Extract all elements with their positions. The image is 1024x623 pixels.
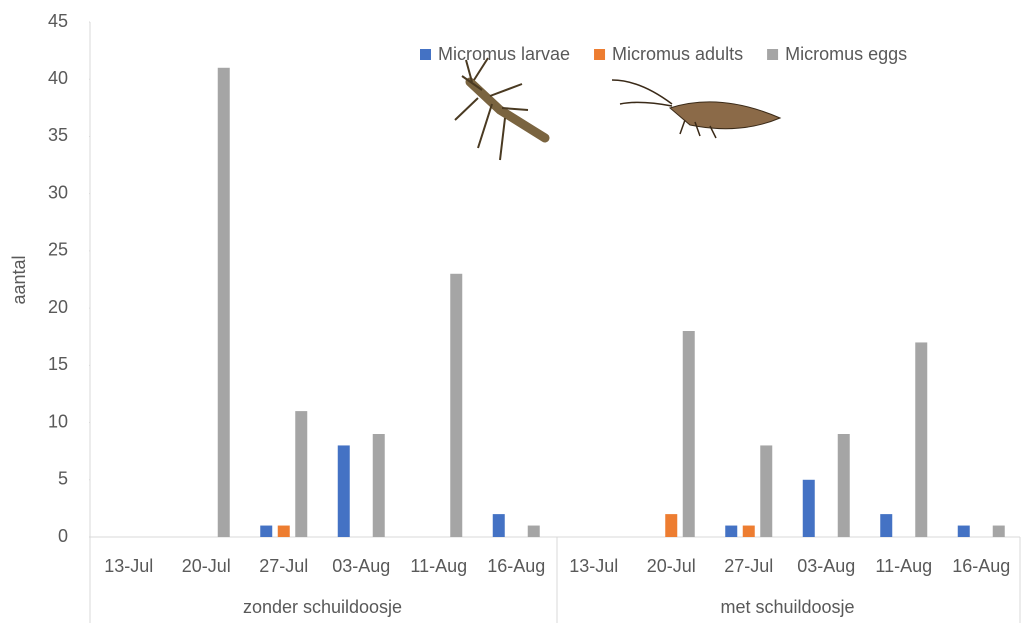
bar	[528, 526, 540, 537]
bar	[725, 526, 737, 537]
y-tick-label: 30	[48, 182, 68, 202]
bar	[450, 274, 462, 537]
y-tick-label: 15	[48, 354, 68, 374]
x-tick-label: 13-Jul	[104, 556, 153, 576]
y-tick-label: 40	[48, 68, 68, 88]
x-tick-label: 13-Jul	[569, 556, 618, 576]
bar	[683, 331, 695, 537]
x-tick-label: 27-Jul	[259, 556, 308, 576]
x-tick-label: 16-Aug	[487, 556, 545, 576]
bar	[493, 514, 505, 537]
group-label: zonder schuildoosje	[243, 597, 402, 617]
bar	[260, 526, 272, 537]
x-tick-label: 03-Aug	[797, 556, 855, 576]
legend-swatch	[420, 49, 431, 60]
bar	[915, 342, 927, 537]
y-tick-label: 0	[58, 526, 68, 546]
bar	[743, 526, 755, 537]
bar	[958, 526, 970, 537]
legend-label: Micromus adults	[612, 44, 743, 64]
bar	[665, 514, 677, 537]
bar	[760, 445, 772, 537]
y-tick-label: 45	[48, 11, 68, 31]
x-tick-label: 03-Aug	[332, 556, 390, 576]
bar	[803, 480, 815, 537]
adult-illustration	[612, 80, 780, 138]
legend-swatch	[594, 49, 605, 60]
x-tick-label: 20-Jul	[647, 556, 696, 576]
x-tick-label: 11-Aug	[875, 556, 932, 576]
y-tick-label: 25	[48, 240, 68, 260]
bar	[218, 68, 230, 537]
x-tick-label: 27-Jul	[724, 556, 773, 576]
legend-label: Micromus larvae	[438, 44, 570, 64]
chart: aantal 0 5 10 15 20 25 30 35 40 45 13-Jul 20-Jul 27-…	[0, 0, 1024, 623]
larva-illustration	[455, 58, 545, 160]
y-tick-label: 35	[48, 125, 68, 145]
y-axis-title: aantal	[9, 255, 29, 304]
bar	[295, 411, 307, 537]
x-tick-label: 20-Jul	[182, 556, 231, 576]
bar	[338, 445, 350, 537]
y-tick-label: 20	[48, 297, 68, 317]
x-tick-label: 11-Aug	[410, 556, 467, 576]
bar	[278, 526, 290, 537]
legend-label: Micromus eggs	[785, 44, 907, 64]
x-tick-label: 16-Aug	[952, 556, 1010, 576]
bar	[838, 434, 850, 537]
y-tick-label: 10	[48, 411, 68, 431]
bar	[880, 514, 892, 537]
bar	[373, 434, 385, 537]
group-label: met schuildoosje	[720, 597, 854, 617]
legend-swatch	[767, 49, 778, 60]
y-tick-label: 5	[58, 469, 68, 489]
bar	[993, 526, 1005, 537]
